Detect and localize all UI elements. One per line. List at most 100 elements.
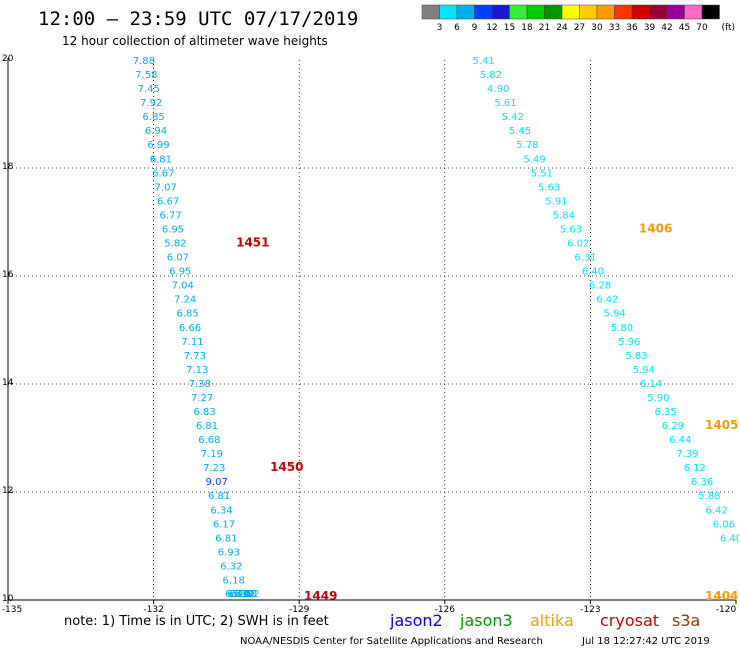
swh-value: 5.41 (472, 56, 494, 67)
swh-value: 6.77 (159, 210, 181, 221)
swh-value: 5.82 (164, 239, 186, 250)
swh-value: 6.29 (662, 421, 684, 432)
legend-swatch (474, 4, 493, 20)
legend-swatch (421, 4, 440, 20)
swh-value: 6.18 (223, 575, 245, 586)
legend-label: 3 (437, 23, 443, 33)
legend-label: 9 (472, 23, 478, 33)
swh-value: 6.44 (227, 589, 249, 600)
swh-value: 5.82 (480, 70, 502, 81)
swh-value: 6.67 (157, 196, 179, 207)
color-scale-legend: 3 6 9 12 15 18 21 24 27 30 33 36 39 42 45 70 (ft) (421, 4, 736, 33)
x-tick-label: -120 (716, 605, 737, 615)
swh-value: 6.94 (145, 126, 167, 137)
satellite-legend: jason2 jason3 altika cryosat s3a (389, 611, 700, 630)
swh-value: 6.12 (684, 463, 706, 474)
y-tick-label: 16 (2, 270, 14, 280)
swh-value: 6.93 (218, 547, 240, 558)
swh-value: 6.95 (162, 224, 184, 235)
swh-value: 7.58 (135, 70, 157, 81)
swh-value: 6.07 (167, 253, 189, 264)
swh-value: 6.99 (147, 140, 169, 151)
satellite-name: cryosat (600, 611, 659, 630)
legend-swatch (456, 4, 475, 20)
y-tick-label: 10 (2, 594, 14, 604)
swh-value: 5.80 (611, 323, 633, 334)
swh-value: 5.98 (235, 589, 257, 600)
swh-value: 7.38 (189, 379, 211, 390)
swh-value: 7.88 (133, 56, 155, 67)
swh-value: 6.14 (640, 379, 662, 390)
legend-swatch (596, 4, 615, 20)
legend-swatch (491, 4, 510, 20)
y-tick-label: 20 (2, 54, 14, 64)
swh-value: 6.36 (691, 477, 713, 488)
swh-value: 7.23 (203, 463, 225, 474)
y-tick-label: 12 (2, 486, 13, 496)
pass-label: 1450 (270, 460, 303, 474)
swh-values: 7.88 7.58 7.45 7.92 6.85 6.94 6.99 6.81 6.67 7.07… (133, 56, 740, 600)
timestamp: Jul 18 12:27:42 UTC 2019 (581, 636, 710, 647)
swh-value: 5.49 (523, 154, 545, 165)
swh-value: 6.95 (169, 267, 191, 278)
legend-label: 21 (539, 23, 550, 33)
x-tick-label: -129 (289, 605, 310, 615)
swh-value: 6.81 (150, 154, 172, 165)
swh-value: 6.81 (196, 421, 218, 432)
legend-label: 33 (609, 23, 620, 33)
swh-value: 7.02 (237, 589, 259, 600)
swh-value: 6.32 (220, 561, 242, 572)
swh-value: 6.02 (567, 239, 589, 250)
axes: -135 -132 -129 -126 -123 -120 20 18 16 14 12 10 (2, 54, 737, 615)
swh-value: 5.61 (494, 98, 516, 109)
swh-value: 5.88 (698, 491, 720, 502)
swh-value: 6.34 (210, 505, 232, 516)
swh-value: 6.42 (705, 505, 727, 516)
chart-subtitle: 12 hour collection of altimeter wave hei… (62, 34, 328, 48)
swh-value: 6.83 (193, 407, 215, 418)
pass-labels: 1451 1450 1449 1406 1405 1404 (236, 221, 738, 603)
legend-swatch (439, 4, 458, 20)
swh-value: 5.42 (502, 112, 524, 123)
swh-value: 6.35 (654, 407, 676, 418)
swh-value: 5.78 (516, 140, 538, 151)
satellite-name: altika (530, 611, 574, 630)
swh-value: 6.31 (574, 253, 596, 264)
legend-swatch (561, 4, 580, 20)
swh-value: 7.24 (174, 295, 196, 306)
swh-value: 5.91 (545, 196, 567, 207)
swh-value: 5.30 (232, 589, 254, 600)
grid-lines (8, 60, 736, 600)
swh-value: 6.85 (142, 112, 164, 123)
swh-value: 6.28 (589, 281, 611, 292)
swh-value: 7.45 (138, 84, 160, 95)
swh-value: 7.13 (186, 365, 208, 376)
x-tick-label: -135 (2, 605, 22, 615)
swh-value: 6.03 (225, 589, 247, 600)
chart-title: 12:00 – 23:59 UTC 07/17/2019 (38, 8, 358, 30)
swh-value: 6.67 (152, 168, 174, 179)
legend-label: 12 (486, 23, 497, 33)
pass-label: 1449 (304, 589, 337, 603)
legend-swatch (701, 4, 720, 20)
swh-value: 7.73 (184, 351, 206, 362)
legend-swatch (509, 4, 528, 20)
swh-value: 5.63 (560, 224, 582, 235)
swh-value: 6.85 (176, 309, 198, 320)
swh-value: 7.19 (201, 449, 223, 460)
credit-text: NOAA/NESDIS Center for Satellite Applica… (240, 636, 543, 647)
swh-value: 6.40 (582, 267, 604, 278)
legend-unit: (ft) (722, 23, 736, 33)
legend-label: 45 (679, 23, 690, 33)
swh-value: 7.04 (172, 281, 194, 292)
swh-value: 6.81 (208, 491, 230, 502)
x-tick-label: -132 (143, 605, 163, 615)
swh-value: 7.39 (676, 449, 698, 460)
swh-value: 9.07 (206, 477, 228, 488)
swh-value: 6.35 (230, 589, 252, 600)
legend-label: 18 (521, 23, 533, 33)
legend-label: 30 (591, 23, 603, 33)
swh-value: 7.92 (140, 98, 162, 109)
